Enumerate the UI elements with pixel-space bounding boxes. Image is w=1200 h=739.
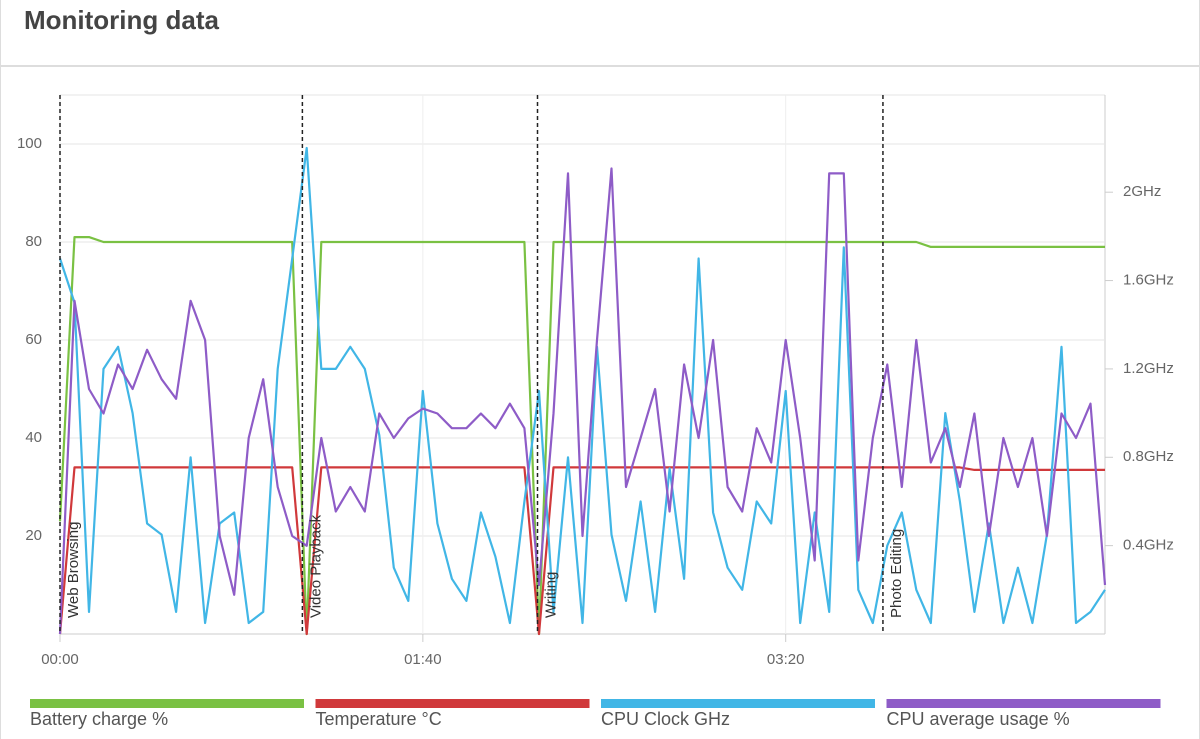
legend-label: Temperature °C [316, 709, 442, 729]
y-tick-label: 40 [25, 429, 42, 446]
x-tick-label: 00:00 [41, 651, 79, 668]
annotation-label: Writing [542, 572, 559, 618]
y2-tick-label: 1.2GHz [1123, 360, 1174, 377]
legend-label: CPU average usage % [887, 709, 1070, 729]
series-line [58, 236, 1105, 636]
y-tick-label: 100 [17, 135, 42, 152]
legend-swatch [315, 699, 590, 708]
y2-tick-label: 2GHz [1123, 183, 1161, 200]
legend-swatch [886, 699, 1161, 708]
legend-swatch [601, 699, 875, 708]
series-line [58, 167, 1107, 635]
page-title: Monitoring data [24, 5, 220, 35]
legend-label: CPU Clock GHz [601, 709, 730, 729]
y2-tick-label: 0.8GHz [1123, 448, 1174, 465]
x-tick-label: 01:40 [404, 651, 442, 668]
y-tick-label: 20 [25, 527, 42, 544]
x-tick-label: 03:20 [767, 651, 805, 668]
y2-tick-label: 0.4GHz [1123, 537, 1174, 554]
annotation-label: Video Playback [307, 514, 324, 618]
series-line [58, 146, 1106, 625]
annotation-label: Photo Editing [888, 529, 905, 618]
y-tick-label: 80 [25, 233, 42, 250]
y-tick-label: 60 [25, 331, 42, 348]
annotation-label: Web Browsing [65, 522, 82, 618]
legend-swatch [30, 699, 304, 708]
y2-tick-label: 1.6GHz [1123, 272, 1174, 289]
series-line [58, 466, 1105, 636]
legend-label: Battery charge % [30, 709, 168, 729]
